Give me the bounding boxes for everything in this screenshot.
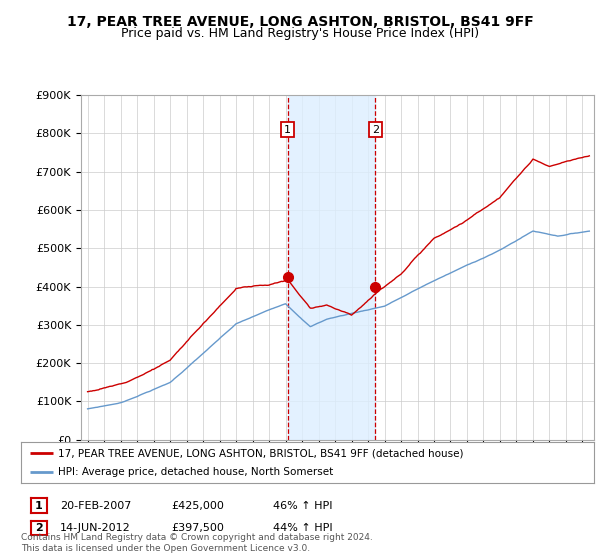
Text: 2: 2 [35,523,43,533]
Text: 1: 1 [35,501,43,511]
Bar [287,95,376,440]
Text: HPI: Average price, detached house, North Somerset: HPI: Average price, detached house, Nort… [58,467,334,477]
Text: Contains HM Land Registry data © Crown copyright and database right 2024.
This d: Contains HM Land Registry data © Crown c… [21,533,373,553]
Text: 14-JUN-2012: 14-JUN-2012 [60,523,131,533]
Text: £397,500: £397,500 [171,523,224,533]
Text: 44% ↑ HPI: 44% ↑ HPI [273,523,332,533]
Text: 1: 1 [284,125,291,134]
Text: 20-FEB-2007: 20-FEB-2007 [60,501,131,511]
Text: 17, PEAR TREE AVENUE, LONG ASHTON, BRISTOL, BS41 9FF (detached house): 17, PEAR TREE AVENUE, LONG ASHTON, BRIST… [58,449,464,458]
Text: 2: 2 [372,125,379,134]
Text: £425,000: £425,000 [171,501,224,511]
Text: 46% ↑ HPI: 46% ↑ HPI [273,501,332,511]
Text: 17, PEAR TREE AVENUE, LONG ASHTON, BRISTOL, BS41 9FF: 17, PEAR TREE AVENUE, LONG ASHTON, BRIST… [67,15,533,29]
Text: Price paid vs. HM Land Registry's House Price Index (HPI): Price paid vs. HM Land Registry's House … [121,27,479,40]
